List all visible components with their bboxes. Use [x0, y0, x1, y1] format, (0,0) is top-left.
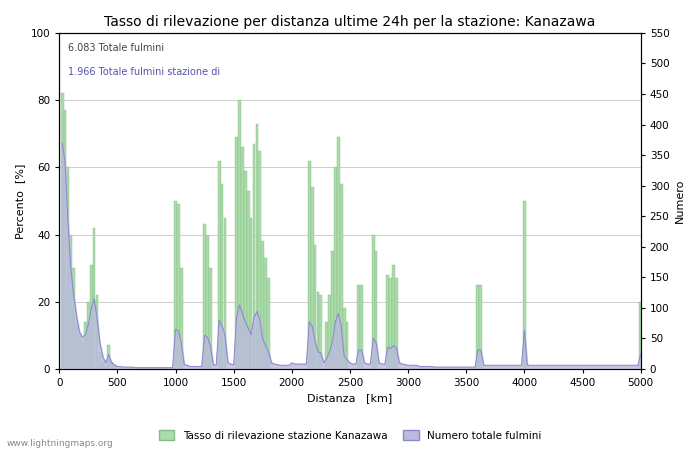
Bar — [180, 268, 183, 369]
Bar — [84, 322, 87, 369]
Bar — [90, 265, 92, 369]
Text: www.lightningmaps.org: www.lightningmaps.org — [7, 439, 113, 448]
Bar — [218, 161, 220, 369]
Bar — [78, 335, 81, 369]
Bar — [314, 245, 316, 369]
Bar — [72, 268, 75, 369]
Bar — [206, 234, 209, 369]
Bar — [241, 147, 244, 369]
Bar — [639, 302, 642, 369]
Bar — [316, 292, 319, 369]
Bar — [203, 225, 206, 369]
Bar — [343, 308, 346, 369]
Text: 6.083 Totale fulmini: 6.083 Totale fulmini — [68, 43, 164, 53]
Bar — [113, 365, 116, 369]
Bar — [372, 234, 375, 369]
Bar — [395, 278, 398, 369]
Bar — [334, 167, 337, 369]
Legend: Tasso di rilevazione stazione Kanazawa, Numero totale fulmini: Tasso di rilevazione stazione Kanazawa, … — [155, 426, 545, 445]
Bar — [328, 295, 331, 369]
Bar — [267, 278, 270, 369]
Bar — [177, 204, 180, 369]
X-axis label: Distanza   [km]: Distanza [km] — [307, 393, 393, 404]
Bar — [247, 191, 250, 369]
Bar — [346, 322, 349, 369]
Bar — [340, 184, 342, 369]
Bar — [64, 110, 66, 369]
Bar — [326, 322, 328, 369]
Bar — [319, 295, 322, 369]
Bar — [102, 362, 104, 369]
Y-axis label: Percento  [%]: Percento [%] — [15, 163, 25, 238]
Bar — [61, 94, 64, 369]
Bar — [480, 285, 482, 369]
Bar — [174, 201, 177, 369]
Bar — [223, 218, 226, 369]
Bar — [99, 352, 101, 369]
Bar — [110, 362, 113, 369]
Bar — [374, 252, 377, 369]
Bar — [386, 275, 389, 369]
Title: Tasso di rilevazione per distanza ultime 24h per la stazione: Kanazawa: Tasso di rilevazione per distanza ultime… — [104, 15, 596, 29]
Bar — [244, 171, 246, 369]
Bar — [253, 144, 256, 369]
Bar — [308, 161, 311, 369]
Bar — [96, 295, 99, 369]
Bar — [337, 137, 340, 369]
Bar — [92, 228, 95, 369]
Bar — [331, 252, 334, 369]
Bar — [81, 342, 84, 369]
Bar — [66, 167, 69, 369]
Bar — [87, 302, 90, 369]
Bar — [76, 325, 78, 369]
Bar — [235, 137, 238, 369]
Bar — [107, 346, 110, 369]
Bar — [311, 188, 314, 369]
Bar — [258, 151, 261, 369]
Bar — [357, 285, 360, 369]
Bar — [104, 365, 107, 369]
Text: 1.966 Totale fulmini stazione di: 1.966 Totale fulmini stazione di — [68, 67, 220, 76]
Bar — [389, 278, 392, 369]
Bar — [69, 234, 72, 369]
Bar — [250, 218, 253, 369]
Bar — [209, 268, 212, 369]
Bar — [256, 124, 258, 369]
Bar — [238, 100, 241, 369]
Y-axis label: Numero: Numero — [675, 179, 685, 223]
Bar — [264, 258, 267, 369]
Bar — [360, 285, 363, 369]
Bar — [261, 241, 264, 369]
Bar — [392, 265, 395, 369]
Bar — [220, 184, 223, 369]
Bar — [523, 201, 526, 369]
Bar — [477, 285, 480, 369]
